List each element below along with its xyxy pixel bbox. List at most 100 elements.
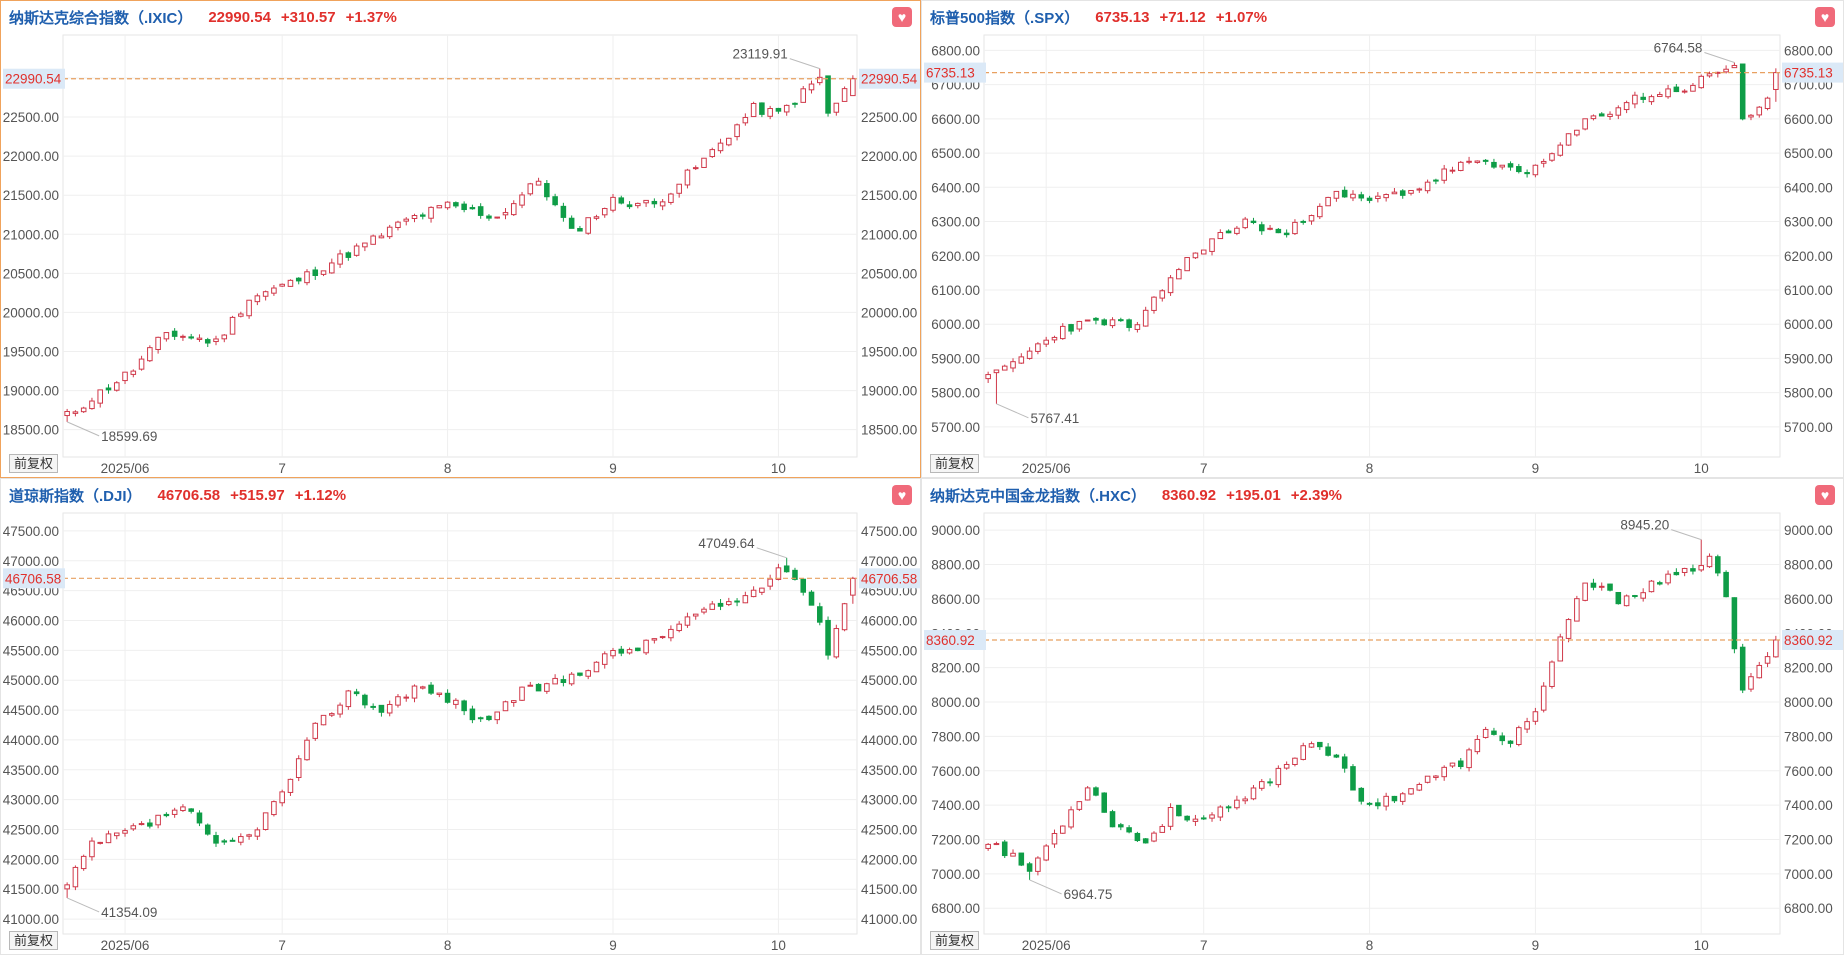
candle-body <box>643 199 649 204</box>
heart-icon[interactable]: ♥ <box>1815 7 1835 27</box>
high-annotation-line <box>756 547 787 559</box>
y-tick-label-right: 20000.00 <box>861 305 917 320</box>
candle-body <box>1482 159 1489 162</box>
candlestick-chart[interactable]: 6800.00 6800.00 7000.00 7000.00 7200.00 7200.… <box>922 479 1844 955</box>
index-change: +195.01 <box>1226 486 1281 504</box>
candle-body <box>1598 113 1605 117</box>
candle-body <box>833 102 840 113</box>
price-tag-left: 8360.92 <box>926 633 975 648</box>
candle-body <box>1466 160 1472 163</box>
chart-panel-ixic[interactable]: 纳斯达克综合指数（.IXIC） 22990.54 +310.57 +1.37% … <box>0 0 921 478</box>
chart-panel-dji[interactable]: 道琼斯指数（.DJI） 46706.58 +515.97 +1.12% ♥ 41… <box>0 478 921 955</box>
index-name[interactable]: 标普500指数（.SPX） <box>930 9 1080 27</box>
candle-body <box>147 822 153 827</box>
price-tag-right-bg <box>859 568 920 589</box>
y-tick-label-right: 6800.00 <box>1784 43 1833 58</box>
candle-body <box>1748 114 1754 118</box>
candle-body <box>808 591 815 606</box>
candle-body <box>676 183 682 194</box>
candle-body <box>1350 193 1356 199</box>
panel-header: 标普500指数（.SPX） 6735.13 +71.12 +1.07% <box>930 7 1267 27</box>
candle-body <box>353 245 360 256</box>
candle-body <box>80 855 87 870</box>
candle-body <box>436 205 443 209</box>
candlestick-chart[interactable]: 41000.00 41000.00 41500.00 41500.00 42000.00… <box>1 479 921 955</box>
y-tick-label-left: 5900.00 <box>931 351 980 366</box>
candle-body <box>1010 852 1016 857</box>
candle-body <box>370 705 376 708</box>
adjust-mode-button[interactable]: 前复权 <box>9 454 59 473</box>
candle-body <box>1640 96 1646 100</box>
index-name[interactable]: 纳斯达克中国金龙指数（.HXC） <box>930 487 1146 505</box>
candle-body <box>1623 595 1630 607</box>
candlestick-chart[interactable]: 5700.00 5700.00 5800.00 5800.00 5900.00 5900.… <box>922 1 1844 478</box>
candle-body <box>759 587 765 593</box>
candle-body <box>1731 64 1738 69</box>
index-change-pct: +1.07% <box>1215 8 1268 26</box>
candle-body <box>1341 189 1348 198</box>
candle-body <box>1457 760 1464 768</box>
adjust-mode-button[interactable]: 前复权 <box>930 454 980 473</box>
candle-body <box>1275 228 1282 234</box>
candle-body <box>1764 656 1771 664</box>
candle-body <box>1018 356 1025 364</box>
candle-body <box>527 684 534 687</box>
candle-body <box>1350 766 1356 791</box>
heart-icon[interactable]: ♥ <box>1815 485 1835 505</box>
candle-body <box>80 407 87 413</box>
candle-body <box>1673 86 1680 93</box>
index-name[interactable]: 纳斯达克综合指数（.IXIC） <box>9 9 193 27</box>
low-annotation: 41354.09 <box>101 905 157 920</box>
candle-body <box>1035 343 1041 352</box>
candle-body <box>1317 205 1323 218</box>
y-tick-label-left: 6300.00 <box>931 215 980 230</box>
candle-body <box>1482 728 1489 738</box>
x-tick-label: 2025/06 <box>1022 461 1071 476</box>
candle-body <box>1540 160 1547 164</box>
heart-icon[interactable]: ♥ <box>892 7 912 27</box>
adjust-mode-button[interactable]: 前复权 <box>930 931 980 950</box>
candle-body <box>1756 664 1763 679</box>
heart-icon[interactable]: ♥ <box>892 485 912 505</box>
candle-body <box>337 253 343 265</box>
y-tick-label-left: 5800.00 <box>931 386 980 401</box>
chart-panel-hxc[interactable]: 纳斯达克中国金龙指数（.HXC） 8360.92 +195.01 +2.39% … <box>921 478 1844 955</box>
low-annotation-line <box>996 403 1029 419</box>
candle-body <box>833 628 840 658</box>
candle-body <box>1607 113 1613 117</box>
candle-body <box>453 699 459 705</box>
candle-body <box>1142 838 1149 844</box>
y-tick-label-right: 7000.00 <box>1784 867 1833 882</box>
candle-body <box>436 692 443 695</box>
candle-body <box>403 696 410 699</box>
chart-panel-spx[interactable]: 标普500指数（.SPX） 6735.13 +71.12 +1.07% ♥ 57… <box>921 0 1844 478</box>
candlestick-chart[interactable]: 18500.00 18500.00 19000.00 19000.00 19500.00… <box>1 1 921 478</box>
candle-body <box>1366 197 1373 201</box>
candle-body <box>985 843 991 849</box>
index-name[interactable]: 道琼斯指数（.DJI） <box>9 487 142 505</box>
panel-header: 纳斯达克中国金龙指数（.HXC） 8360.92 +195.01 +2.39% <box>930 485 1342 505</box>
candle-body <box>1648 96 1655 103</box>
candle-body <box>1574 129 1580 136</box>
candle-body <box>362 694 368 706</box>
candle-body <box>560 205 567 218</box>
candle-body <box>527 183 534 195</box>
high-annotation: 8945.20 <box>1620 518 1669 533</box>
candle-body <box>1383 795 1389 807</box>
candle-body <box>1607 583 1613 591</box>
y-tick-label-right: 6200.00 <box>1784 249 1833 264</box>
candle-body <box>775 567 782 580</box>
candle-body <box>1176 269 1182 280</box>
y-tick-label-right: 9000.00 <box>1784 523 1833 538</box>
candle-body <box>635 647 641 652</box>
y-tick-label-left: 20500.00 <box>3 266 59 281</box>
candle-body <box>1225 230 1232 234</box>
price-tag-left: 6735.13 <box>926 66 975 81</box>
y-tick-label-left: 41000.00 <box>3 912 59 927</box>
candle-body <box>320 714 327 726</box>
candle-body <box>510 700 517 703</box>
candle-body <box>1051 832 1058 845</box>
candle-body <box>1441 766 1447 778</box>
adjust-mode-button[interactable]: 前复权 <box>9 931 59 950</box>
candle-body <box>1773 639 1779 658</box>
